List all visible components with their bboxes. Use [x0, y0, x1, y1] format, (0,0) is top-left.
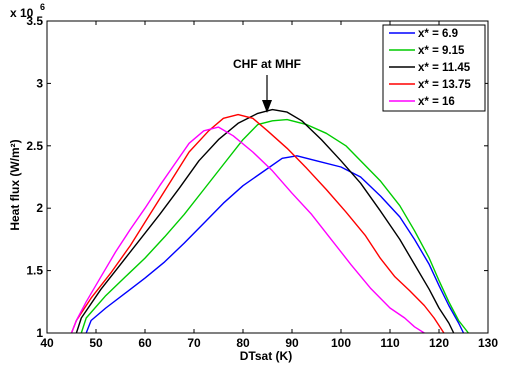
y-tick-label: 2.5 — [26, 139, 43, 153]
x-tick-label: 120 — [429, 336, 449, 350]
legend-label: x* = 11.45 — [418, 62, 471, 74]
y-tick-label: 3 — [36, 76, 43, 90]
legend-label: x* = 6.9 — [418, 28, 458, 40]
x-tick-label: 70 — [187, 336, 201, 350]
series-line-4 — [70, 113, 445, 334]
series-line-2 — [80, 118, 469, 334]
x-tick-label: 110 — [380, 336, 400, 350]
legend-box — [382, 24, 486, 112]
y-tick-label: 1 — [36, 326, 43, 340]
annotation: CHF at MHF — [233, 57, 301, 113]
x-tick-label: 40 — [40, 336, 54, 350]
x-tick-label: 50 — [89, 336, 103, 350]
axes-layer — [46, 20, 489, 334]
series-line-5 — [70, 126, 425, 334]
legend-label: x* = 16 — [418, 96, 455, 108]
y-tick-label: 1.5 — [26, 264, 43, 278]
series-line-1 — [85, 155, 465, 334]
x-tick-label: 80 — [236, 336, 250, 350]
y-tick-label: 3.5 — [26, 14, 43, 28]
x-axis-label: DTsat (K) — [240, 349, 292, 363]
x-tick-label: 100 — [331, 336, 351, 350]
series-layer — [70, 108, 469, 334]
plot-frame — [46, 20, 489, 334]
y-multiplier-exponent: 6 — [40, 2, 45, 12]
annotation-arrow-head — [262, 100, 272, 113]
y-axis-label: Heat flux (W/m²) — [8, 139, 22, 230]
x-tick-label: 90 — [285, 336, 299, 350]
x-tick-label: 130 — [478, 336, 498, 350]
series-line-3 — [75, 108, 455, 334]
x-tick-label: 60 — [138, 336, 152, 350]
legend: x* = 6.9 x* = 9.15 x* = 11.45 x* = 13.75 x* … — [382, 24, 486, 112]
annotation-label: CHF at MHF — [233, 57, 301, 71]
y-tick-label: 2 — [36, 201, 43, 215]
legend-label: x* = 9.15 — [418, 45, 465, 57]
y-multiplier-label: x 10 — [10, 6, 34, 20]
legend-label: x* = 13.75 — [418, 79, 471, 91]
ticks-layer: 40 50 60 70 80 90 100 110 120 130 1 1.5 2 2.5 3 3.5 — [26, 14, 498, 350]
